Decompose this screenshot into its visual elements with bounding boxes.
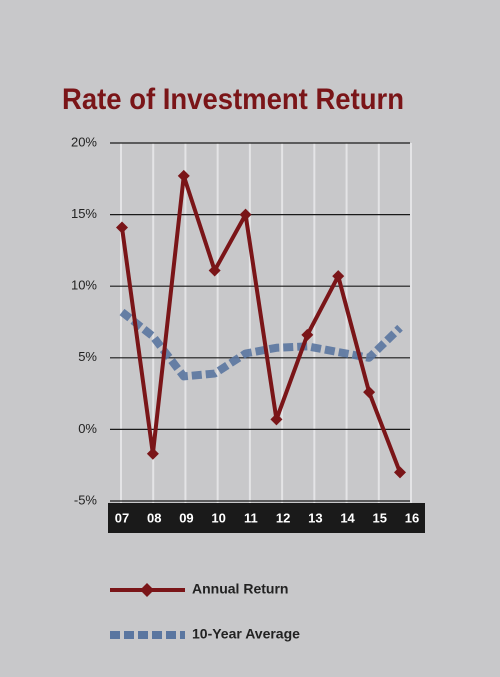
x-tick-label: 15: [373, 510, 387, 525]
x-tick-label: 14: [340, 510, 355, 525]
return-marker: [116, 221, 128, 234]
legend-label: 10-Year Average: [192, 626, 300, 642]
y-tick-label: 5%: [78, 349, 97, 364]
category-band: [108, 503, 425, 533]
chart-title: Rate of Investment Return: [62, 83, 404, 116]
return-marker: [332, 270, 345, 283]
return-marker: [301, 328, 314, 341]
x-tick-label: 07: [115, 510, 129, 525]
return-marker: [177, 169, 190, 182]
y-tick-label: 10%: [71, 278, 97, 293]
x-tick-label: 16: [405, 510, 419, 525]
x-tick-label: 08: [147, 510, 161, 525]
return-marker: [270, 413, 283, 426]
legend-label: Annual Return: [192, 581, 288, 597]
average-line: [119, 308, 403, 381]
y-tick-label: 20%: [71, 134, 97, 149]
x-tick-label: 10: [211, 510, 225, 525]
return-marker: [394, 466, 406, 479]
y-tick-label: 15%: [71, 206, 97, 221]
return-marker: [239, 208, 252, 221]
x-tick-label: 09: [179, 510, 193, 525]
return-marker: [146, 447, 159, 460]
return-marker: [363, 386, 376, 399]
x-tick-label: 13: [308, 510, 322, 525]
y-tick-label: 0%: [78, 421, 97, 436]
return-line: [120, 173, 402, 474]
x-tick-label: 11: [244, 510, 258, 525]
y-tick-label: -5%: [74, 492, 98, 507]
return-marker: [208, 264, 221, 277]
legend-marker: [140, 583, 154, 597]
x-tick-label: 12: [276, 510, 290, 525]
